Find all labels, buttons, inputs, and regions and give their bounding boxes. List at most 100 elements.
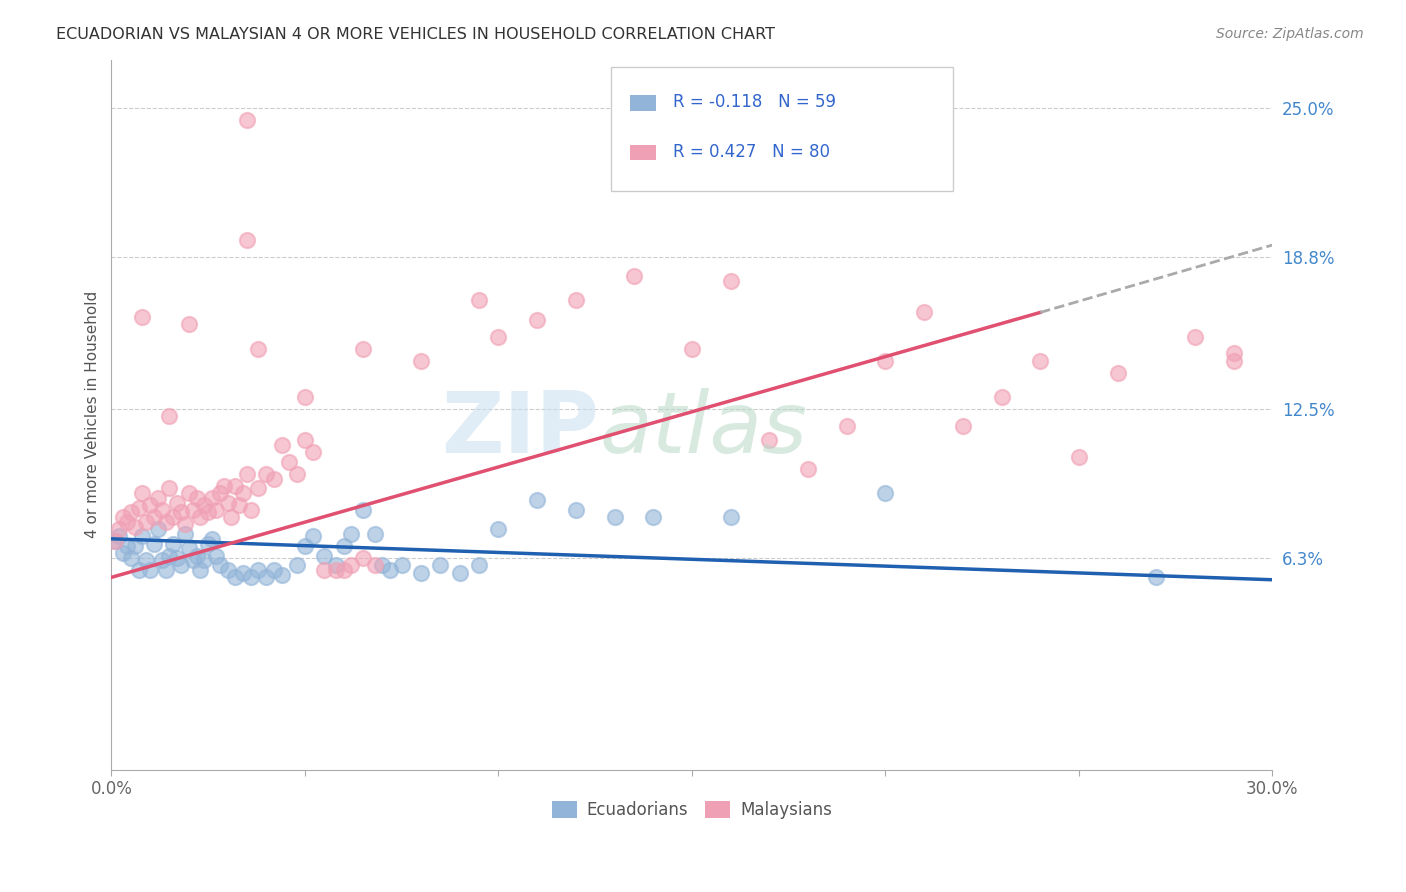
Point bbox=[201, 491, 224, 505]
Point bbox=[193, 498, 215, 512]
FancyBboxPatch shape bbox=[630, 145, 657, 161]
Point bbox=[912, 305, 935, 319]
Point bbox=[146, 522, 169, 536]
Point bbox=[239, 503, 262, 517]
Point bbox=[159, 481, 181, 495]
Point bbox=[111, 510, 134, 524]
Point bbox=[108, 529, 131, 543]
Text: ECUADORIAN VS MALAYSIAN 4 OR MORE VEHICLES IN HOUSEHOLD CORRELATION CHART: ECUADORIAN VS MALAYSIAN 4 OR MORE VEHICL… bbox=[56, 27, 775, 42]
Point bbox=[181, 553, 204, 567]
Point bbox=[352, 551, 374, 566]
Point bbox=[325, 563, 347, 577]
Point bbox=[263, 472, 285, 486]
Point bbox=[352, 342, 374, 356]
Point bbox=[128, 563, 150, 577]
Point bbox=[170, 558, 193, 573]
Point bbox=[190, 510, 212, 524]
Text: Source: ZipAtlas.com: Source: ZipAtlas.com bbox=[1216, 27, 1364, 41]
Point bbox=[565, 293, 588, 308]
Point bbox=[340, 558, 363, 573]
Point bbox=[797, 462, 820, 476]
Point bbox=[623, 269, 645, 284]
Point bbox=[352, 503, 374, 517]
Point bbox=[228, 498, 250, 512]
Point bbox=[146, 491, 169, 505]
Point bbox=[150, 553, 173, 567]
Point bbox=[120, 505, 142, 519]
Point bbox=[1029, 353, 1052, 368]
Point bbox=[875, 353, 897, 368]
Point bbox=[131, 486, 153, 500]
Point bbox=[232, 566, 254, 580]
Point bbox=[177, 486, 200, 500]
Point bbox=[224, 570, 246, 584]
Point bbox=[208, 558, 231, 573]
Point bbox=[247, 563, 270, 577]
Point bbox=[603, 510, 626, 524]
Point bbox=[720, 510, 742, 524]
Point bbox=[486, 329, 509, 343]
Point bbox=[254, 467, 277, 481]
Point bbox=[201, 532, 224, 546]
Point bbox=[332, 539, 354, 553]
Point bbox=[174, 517, 197, 532]
Point bbox=[236, 233, 259, 247]
Point bbox=[236, 467, 259, 481]
Point bbox=[314, 563, 336, 577]
FancyBboxPatch shape bbox=[630, 95, 657, 111]
Point bbox=[325, 558, 347, 573]
Point bbox=[285, 467, 308, 481]
Point bbox=[263, 563, 285, 577]
Point bbox=[468, 558, 491, 573]
Point bbox=[294, 390, 316, 404]
Point bbox=[197, 536, 219, 550]
Point bbox=[197, 505, 219, 519]
Point bbox=[159, 549, 181, 563]
Text: R = 0.427   N = 80: R = 0.427 N = 80 bbox=[673, 143, 831, 161]
Point bbox=[247, 481, 270, 495]
Point bbox=[301, 445, 323, 459]
Point bbox=[124, 520, 146, 534]
Point bbox=[155, 515, 177, 529]
Point bbox=[115, 515, 138, 529]
Point bbox=[835, 418, 858, 433]
Point bbox=[166, 496, 188, 510]
Point bbox=[135, 553, 157, 567]
Point bbox=[150, 503, 173, 517]
Point bbox=[193, 553, 215, 567]
Point bbox=[162, 536, 184, 550]
Y-axis label: 4 or more Vehicles in Household: 4 or more Vehicles in Household bbox=[86, 291, 100, 539]
Point bbox=[247, 342, 270, 356]
Point bbox=[1067, 450, 1090, 464]
Point bbox=[186, 549, 208, 563]
Point bbox=[340, 527, 363, 541]
Point bbox=[363, 558, 385, 573]
Point bbox=[1144, 570, 1167, 584]
Point bbox=[236, 112, 259, 127]
Legend: Ecuadorians, Malaysians: Ecuadorians, Malaysians bbox=[546, 794, 838, 826]
Point bbox=[1222, 346, 1244, 360]
Point bbox=[221, 510, 243, 524]
Point bbox=[409, 353, 432, 368]
Point bbox=[239, 570, 262, 584]
Point bbox=[232, 486, 254, 500]
Point bbox=[285, 558, 308, 573]
Point bbox=[159, 409, 181, 423]
Point bbox=[166, 551, 188, 566]
Point bbox=[217, 496, 239, 510]
Point bbox=[278, 455, 301, 469]
Point bbox=[131, 310, 153, 325]
Point bbox=[155, 563, 177, 577]
Point bbox=[205, 503, 228, 517]
Point bbox=[486, 522, 509, 536]
Point bbox=[104, 534, 127, 549]
Point bbox=[115, 539, 138, 553]
Point bbox=[409, 566, 432, 580]
Point bbox=[643, 510, 665, 524]
Point bbox=[1184, 329, 1206, 343]
Point bbox=[174, 527, 197, 541]
Point bbox=[363, 527, 385, 541]
Point bbox=[720, 274, 742, 288]
Point bbox=[139, 498, 162, 512]
FancyBboxPatch shape bbox=[610, 67, 953, 191]
